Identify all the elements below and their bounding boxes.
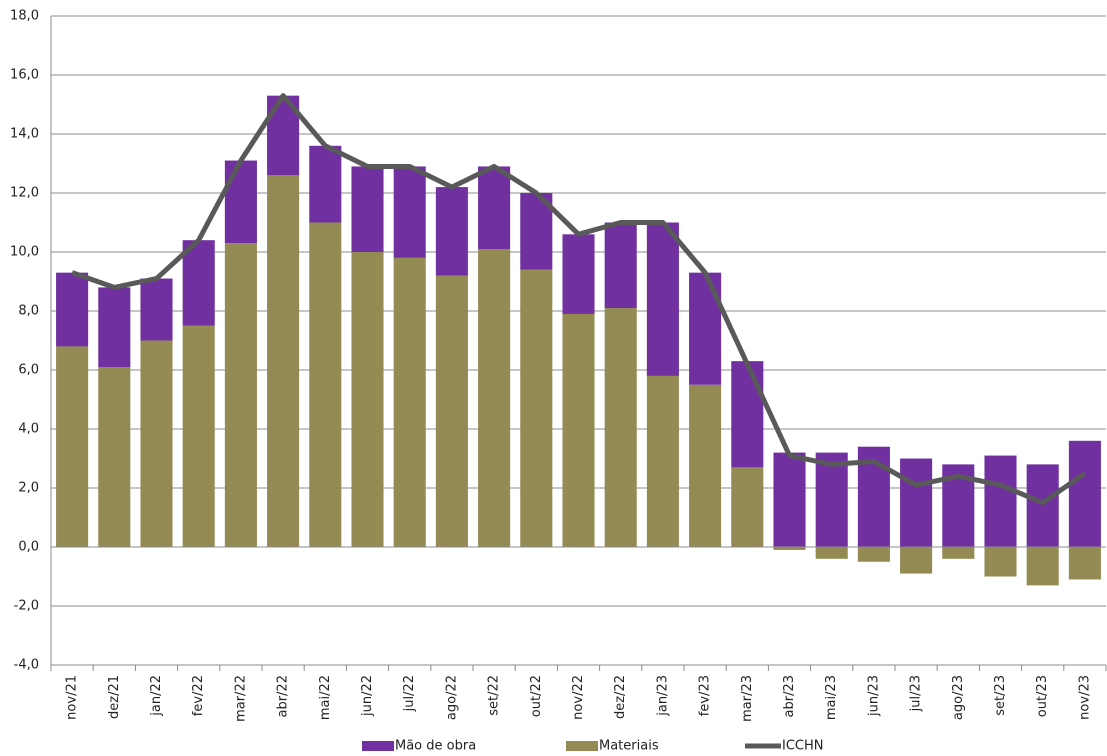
x-tick-label: out/22 — [529, 675, 544, 717]
bar — [731, 467, 764, 547]
bar — [351, 252, 384, 547]
bar — [393, 257, 426, 547]
x-tick-label: jan/22 — [149, 675, 164, 717]
x-tick-label: dez/21 — [107, 675, 122, 719]
bar — [224, 243, 257, 547]
bar — [1026, 464, 1059, 547]
bar — [309, 145, 342, 223]
bar — [520, 269, 553, 547]
y-tick-label: 0,0 — [18, 540, 39, 555]
bar — [562, 313, 595, 547]
bar — [351, 166, 384, 252]
y-tick-label: -4,0 — [14, 658, 39, 673]
legend-label: ICCHN — [782, 739, 824, 754]
bar — [182, 240, 215, 326]
y-tick-label: 12,0 — [10, 186, 39, 201]
bar — [267, 175, 300, 548]
bar — [689, 384, 722, 547]
bar — [435, 275, 468, 547]
bar — [140, 340, 173, 547]
x-tick-label: jun/23 — [866, 675, 881, 717]
x-tick-label: jun/22 — [360, 675, 375, 717]
x-tick-label: fev/23 — [698, 675, 713, 716]
bar — [435, 187, 468, 276]
x-tick-label: jul/22 — [402, 675, 417, 712]
bar — [984, 547, 1017, 577]
x-tick-label: ago/23 — [951, 675, 966, 720]
x-tick-label: dez/22 — [613, 675, 628, 719]
x-tick-label: set/23 — [993, 675, 1008, 716]
bar — [900, 458, 933, 547]
x-tick-label: mar/23 — [740, 675, 755, 722]
x-tick-label: nov/23 — [1077, 675, 1092, 720]
y-tick-label: 2,0 — [18, 481, 39, 496]
y-tick-label: 4,0 — [18, 422, 39, 437]
bar — [182, 325, 215, 547]
bar — [56, 346, 89, 547]
legend-label: Materiais — [599, 739, 659, 754]
bar — [942, 547, 975, 559]
x-tick-label: jul/23 — [909, 675, 924, 712]
x-tick-label: nov/21 — [65, 675, 80, 720]
bar — [773, 547, 806, 550]
bar — [604, 308, 637, 547]
bar — [393, 166, 426, 258]
line — [71, 93, 1087, 506]
bar — [646, 222, 679, 376]
bar — [646, 375, 679, 547]
y-tick-label: 16,0 — [10, 68, 39, 83]
y-tick-label: 6,0 — [18, 363, 39, 378]
bar — [689, 272, 722, 385]
y-tick-label: -2,0 — [14, 599, 39, 614]
bar — [98, 367, 131, 547]
x-tick-label: mai/23 — [824, 675, 839, 720]
bar — [857, 547, 890, 562]
bar — [1068, 547, 1101, 580]
bar — [773, 452, 806, 547]
x-tick-label: mar/22 — [233, 675, 248, 722]
x-tick-label: set/22 — [487, 675, 502, 716]
y-tick-label: 18,0 — [10, 9, 39, 24]
bar — [478, 249, 511, 548]
legend-swatch — [362, 741, 394, 751]
x-tick-label: nov/22 — [571, 675, 586, 720]
x-tick-label: abr/23 — [782, 675, 797, 718]
y-tick-label: 10,0 — [10, 245, 39, 260]
x-tick-label: jan/23 — [655, 675, 670, 717]
bar — [1026, 547, 1059, 586]
x-tick-label: ago/22 — [444, 675, 459, 720]
bar — [1068, 440, 1101, 547]
legend-swatch — [566, 741, 598, 751]
bar — [900, 547, 933, 574]
legend-label: Mão de obra — [395, 739, 476, 754]
x-tick-label: mai/22 — [318, 675, 333, 720]
bar — [562, 234, 595, 314]
bar — [815, 452, 848, 547]
bar — [984, 455, 1017, 547]
bar — [604, 222, 637, 309]
bar — [140, 278, 173, 341]
bar — [309, 222, 342, 547]
x-tick-label: out/23 — [1035, 675, 1050, 717]
x-tick-label: abr/22 — [276, 675, 291, 718]
bar — [815, 547, 848, 559]
bar — [478, 166, 511, 250]
bar — [98, 287, 131, 368]
bar — [56, 272, 89, 347]
y-tick-label: 14,0 — [10, 127, 39, 142]
x-tick-label: fev/22 — [191, 675, 206, 716]
y-tick-label: 8,0 — [18, 304, 39, 319]
bar — [731, 361, 764, 468]
bar — [224, 160, 257, 244]
